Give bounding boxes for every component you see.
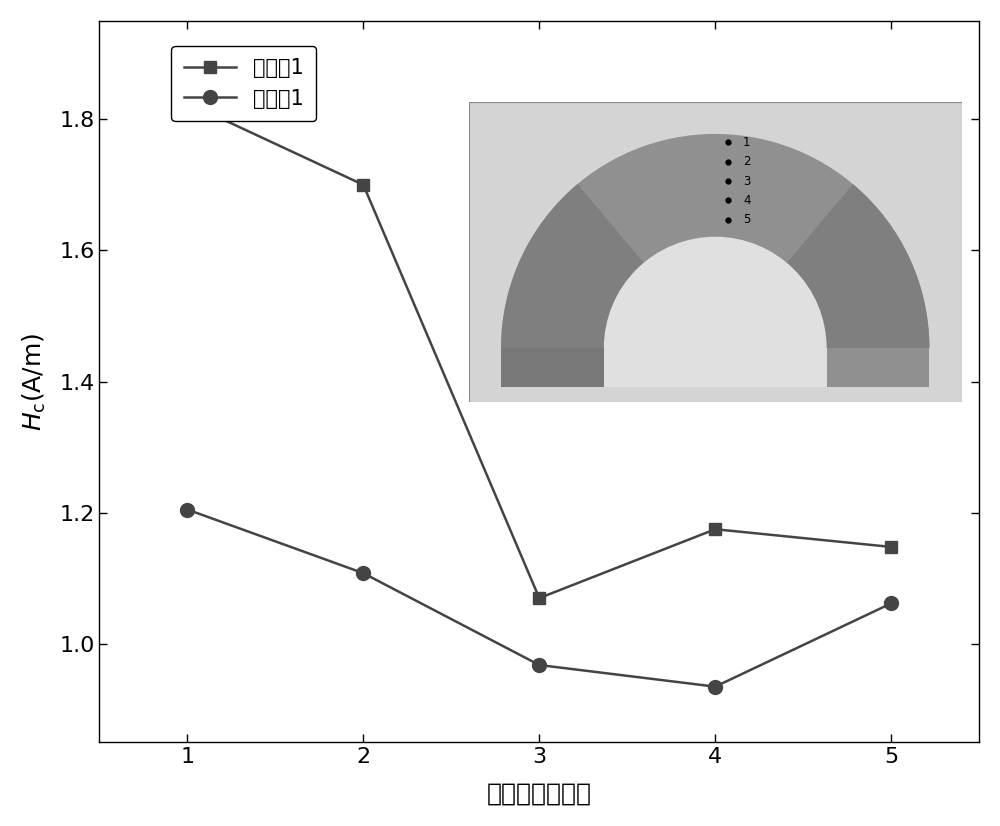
X-axis label: 磁芯的不同位置: 磁芯的不同位置	[487, 781, 592, 805]
实施例1	[885, 598, 897, 608]
Legend: 对比例1, 实施例1: 对比例1, 实施例1	[171, 45, 316, 121]
实施例1	[181, 505, 193, 515]
Line: 对比例1: 对比例1	[181, 97, 897, 605]
实施例1	[357, 568, 369, 578]
实施例1	[709, 681, 721, 691]
对比例1	[357, 180, 369, 190]
Y-axis label: $\mathit{H}_\mathrm{c}$(A/m): $\mathit{H}_\mathrm{c}$(A/m)	[21, 332, 48, 431]
对比例1	[533, 593, 545, 603]
实施例1	[533, 660, 545, 670]
对比例1	[181, 97, 193, 107]
对比例1	[709, 525, 721, 534]
对比例1	[885, 542, 897, 552]
Line: 实施例1: 实施例1	[180, 502, 898, 694]
